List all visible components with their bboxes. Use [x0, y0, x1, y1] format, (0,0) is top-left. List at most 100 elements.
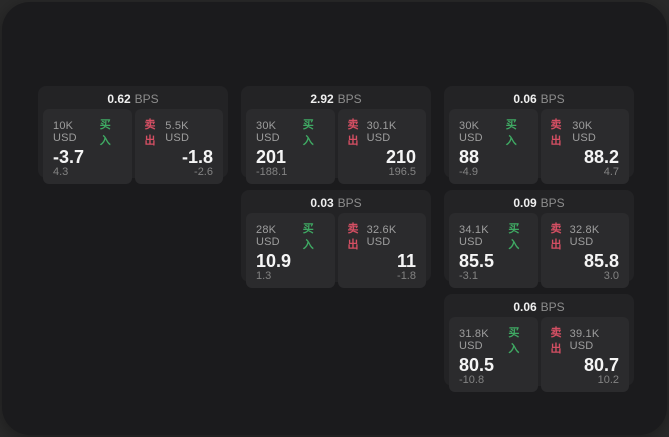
quote-card: 0.09 BPS 34.1K USD 买入 85.5 -3.1 卖出 32.8K …: [444, 190, 634, 288]
sell-quote-tile[interactable]: 卖出 30.1K USD 210 196.5: [337, 109, 426, 184]
bps-header: 2.92 BPS: [246, 90, 426, 109]
buy-delta: -4.9: [459, 166, 478, 178]
sell-amount: 32.8K USD: [569, 224, 600, 248]
quote-panels: 31.8K USD 买入 80.5 -10.8 卖出 39.1K USD 80.…: [449, 317, 629, 392]
quote-card: 2.92 BPS 30K USD 买入 201 -188.1 卖出 30.1K U…: [241, 86, 431, 184]
sell-side-label: 卖出: [347, 223, 359, 251]
sell-price: 85.8: [583, 251, 619, 271]
buy-side-label: 买入: [99, 119, 111, 147]
sell-amount: 5.5K USD: [165, 120, 190, 144]
buy-delta: -10.8: [459, 374, 485, 386]
buy-quote-tile[interactable]: 30K USD 买入 88 -4.9: [449, 109, 538, 184]
sell-quote-tile[interactable]: 卖出 39.1K USD 80.7 10.2: [540, 317, 629, 392]
sell-delta: -1.8: [397, 270, 416, 282]
buy-delta: -188.1: [256, 166, 288, 178]
buy-label-row: 30K USD 买入: [256, 116, 325, 148]
buy-quote-tile[interactable]: 28K USD 买入 10.9 1.3: [246, 213, 335, 288]
buy-delta: 4.3: [53, 166, 69, 178]
sell-price: 11: [396, 251, 416, 271]
bps-value: 2.92: [310, 92, 334, 106]
sell-label-row: 卖出 32.8K USD: [551, 220, 620, 252]
buy-quote-tile[interactable]: 30K USD 买入 201 -188.1: [246, 109, 335, 184]
buy-price: 80.5: [459, 355, 495, 375]
sell-side-label: 卖出: [550, 223, 562, 251]
sell-label-row: 卖出 39.1K USD: [551, 324, 620, 356]
sell-label-row: 卖出 30.1K USD: [348, 116, 417, 148]
sell-amount: 30K USD: [572, 120, 597, 144]
bps-unit-label: BPS: [540, 92, 565, 106]
quote-panels: 34.1K USD 买入 85.5 -3.1 卖出 32.8K USD 85.8…: [449, 213, 629, 288]
bps-value: 0.06: [513, 300, 537, 314]
buy-side-label: 买入: [508, 223, 520, 251]
sell-side-label: 卖出: [550, 119, 562, 147]
buy-label-row: 34.1K USD 买入: [459, 220, 528, 252]
buy-side-label: 买入: [302, 223, 314, 251]
bps-unit-label: BPS: [134, 92, 159, 106]
buy-quote-tile[interactable]: 10K USD 买入 -3.7 4.3: [43, 109, 132, 184]
buy-delta: -3.1: [459, 270, 478, 282]
quote-card: 0.06 BPS 31.8K USD 买入 80.5 -10.8 卖出 39.1K…: [444, 294, 634, 392]
buy-price: 10.9: [256, 251, 292, 271]
buy-price: 201: [256, 147, 287, 167]
buy-amount: 34.1K USD: [459, 224, 489, 248]
buy-amount: 31.8K USD: [459, 328, 489, 352]
buy-price: -3.7: [53, 147, 85, 167]
sell-delta: -2.6: [194, 166, 213, 178]
quote-cards-grid: 0.62 BPS 10K USD 买入 -3.7 4.3 卖出 5.5K USD …: [38, 86, 634, 392]
buy-quote-tile[interactable]: 34.1K USD 买入 85.5 -3.1: [449, 213, 538, 288]
buy-amount: 30K USD: [256, 120, 280, 144]
buy-amount: 10K USD: [53, 120, 77, 144]
quote-card: 0.62 BPS 10K USD 买入 -3.7 4.3 卖出 5.5K USD …: [38, 86, 228, 184]
buy-label-row: 31.8K USD 买入: [459, 324, 528, 356]
sell-quote-tile[interactable]: 卖出 32.6K USD 11 -1.8: [337, 213, 426, 288]
sell-delta: 10.2: [597, 374, 619, 386]
buy-delta: 1.3: [256, 270, 272, 282]
sell-price: -1.8: [181, 147, 213, 167]
bps-header: 0.06 BPS: [449, 298, 629, 317]
bps-value: 0.06: [513, 92, 537, 106]
buy-quote-tile[interactable]: 31.8K USD 买入 80.5 -10.8: [449, 317, 538, 392]
quote-panels: 30K USD 买入 88 -4.9 卖出 30K USD 88.2 4.7: [449, 109, 629, 184]
sell-label-row: 卖出 30K USD: [551, 116, 620, 148]
sell-delta: 3.0: [603, 270, 619, 282]
sell-price: 88.2: [583, 147, 619, 167]
sell-price: 210: [385, 147, 416, 167]
bps-unit-label: BPS: [540, 300, 565, 314]
sell-side-label: 卖出: [144, 119, 156, 147]
sell-label-row: 卖出 5.5K USD: [145, 116, 214, 148]
bps-value: 0.62: [107, 92, 131, 106]
sell-amount: 30.1K USD: [366, 120, 397, 144]
sell-side-label: 卖出: [347, 119, 359, 147]
sell-quote-tile[interactable]: 卖出 32.8K USD 85.8 3.0: [540, 213, 629, 288]
bps-unit-label: BPS: [337, 196, 362, 210]
sell-amount: 39.1K USD: [569, 328, 600, 352]
buy-label-row: 28K USD 买入: [256, 220, 325, 252]
sell-delta: 196.5: [388, 166, 416, 178]
sell-side-label: 卖出: [550, 327, 562, 355]
sell-amount: 32.6K USD: [366, 224, 397, 248]
bps-unit-label: BPS: [337, 92, 362, 106]
quote-panels: 30K USD 买入 201 -188.1 卖出 30.1K USD 210 1…: [246, 109, 426, 184]
buy-side-label: 买入: [508, 327, 520, 355]
buy-side-label: 买入: [505, 119, 517, 147]
sell-delta: 4.7: [603, 166, 619, 178]
bps-header: 0.62 BPS: [43, 90, 223, 109]
sell-quote-tile[interactable]: 卖出 30K USD 88.2 4.7: [540, 109, 629, 184]
buy-amount: 30K USD: [459, 120, 483, 144]
buy-side-label: 买入: [302, 119, 314, 147]
buy-label-row: 10K USD 买入: [53, 116, 122, 148]
buy-amount: 28K USD: [256, 224, 280, 248]
buy-price: 85.5: [459, 251, 495, 271]
quote-card: 0.03 BPS 28K USD 买入 10.9 1.3 卖出 32.6K USD…: [241, 190, 431, 288]
sell-quote-tile[interactable]: 卖出 5.5K USD -1.8 -2.6: [134, 109, 223, 184]
quote-panels: 28K USD 买入 10.9 1.3 卖出 32.6K USD 11 -1.8: [246, 213, 426, 288]
bps-header: 0.06 BPS: [449, 90, 629, 109]
sell-price: 80.7: [583, 355, 619, 375]
buy-price: 88: [459, 147, 480, 167]
bps-unit-label: BPS: [540, 196, 565, 210]
sell-label-row: 卖出 32.6K USD: [348, 220, 417, 252]
quote-card: 0.06 BPS 30K USD 买入 88 -4.9 卖出 30K USD 88…: [444, 86, 634, 184]
buy-label-row: 30K USD 买入: [459, 116, 528, 148]
bps-header: 0.03 BPS: [246, 194, 426, 213]
